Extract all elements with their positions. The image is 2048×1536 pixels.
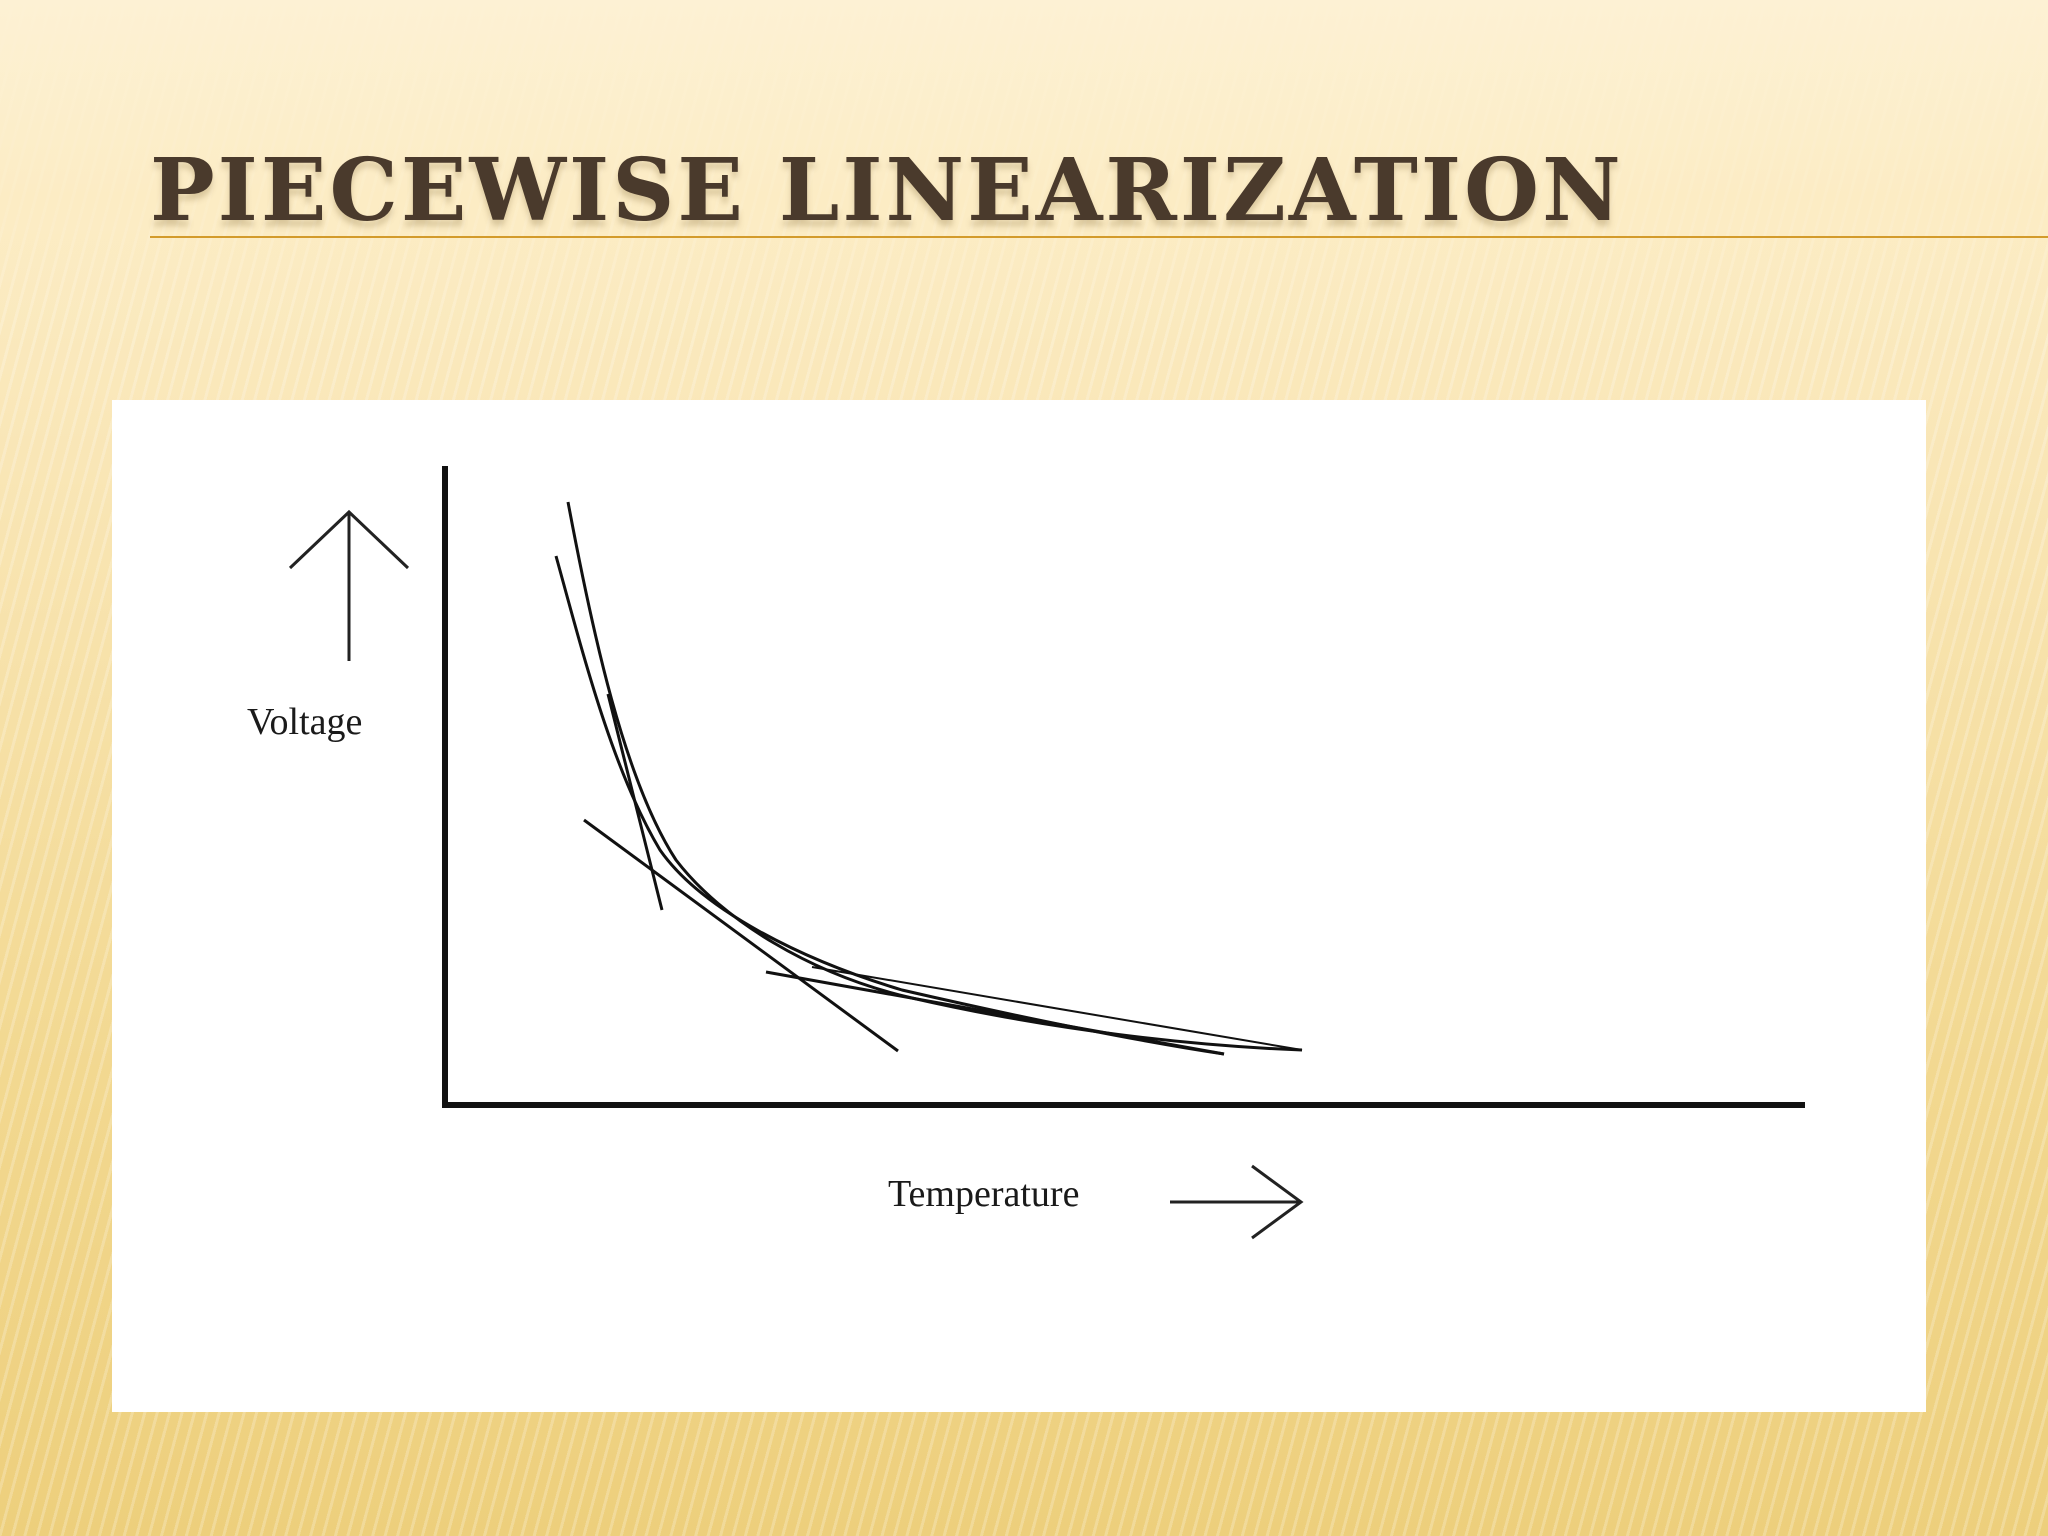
linearization-diagram — [288, 466, 1805, 1240]
nonlinear-curve — [566, 501, 1303, 1052]
x-axis-label: Temperature — [888, 1173, 1080, 1215]
right-arrow-icon — [1170, 1164, 1304, 1240]
linear-segment-2 — [583, 818, 899, 1053]
figure-panel: Voltage Temperature — [112, 400, 1926, 1412]
slide-title: PIECEWISE LINEARIZATION — [150, 140, 1624, 241]
linear-segment-1 — [606, 693, 664, 911]
up-arrow-icon — [288, 509, 410, 661]
title-underline — [150, 236, 2048, 238]
y-axis-label: Voltage — [247, 701, 363, 743]
slide-background-band — [0, 0, 2048, 330]
linear-segment-3 — [765, 970, 1225, 1056]
linear-segment-4 — [811, 966, 1303, 1051]
